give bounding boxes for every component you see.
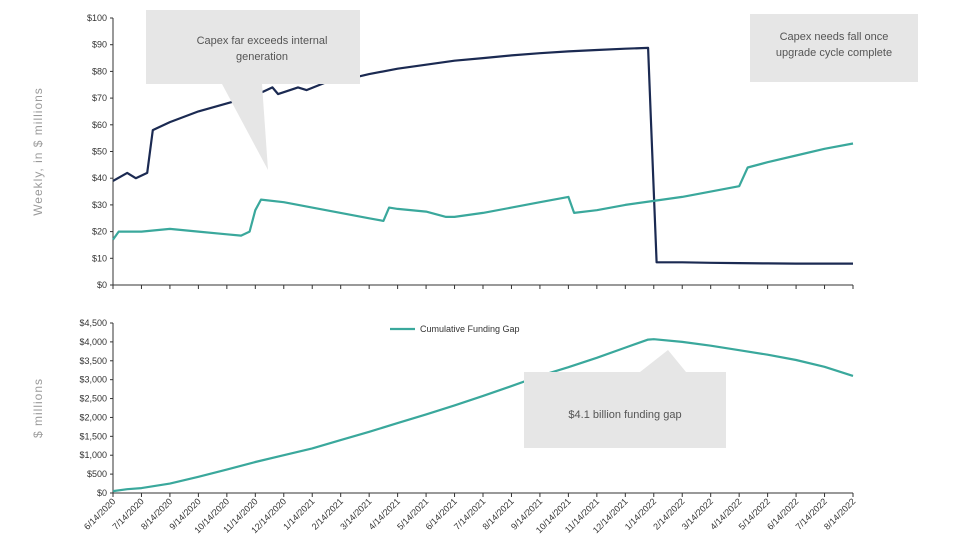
legend-label: Cumulative Funding Gap <box>420 324 520 334</box>
y-tick-label: $80 <box>92 66 107 76</box>
top-panel: $0 $10 $20 $30 $40 $50 $60 $70 $80 $90 $100 Weekly,… <box>31 13 854 290</box>
y-tick-label: $10 <box>92 253 107 263</box>
y-tick-label: $1,000 <box>79 450 107 460</box>
callouts: Capex far exceeds internal generation Cape… <box>146 10 918 448</box>
y-tick-label: $20 <box>92 227 107 237</box>
callout-funding-gap-bubble <box>524 350 726 448</box>
y-tick-label: $100 <box>87 13 107 23</box>
callout-capex-falls: Capex needs fall once upgrade cycle compl… <box>750 14 918 82</box>
callout-funding-gap: $4.1 billion funding gap <box>524 350 726 448</box>
x-tick-label: 8/14/2022 <box>822 496 857 531</box>
y-tick-label: $70 <box>92 93 107 103</box>
series-line-capex <box>112 46 853 265</box>
callout-capex-falls-text: Capex needs fall once upgrade cycle compl… <box>776 31 892 59</box>
y-tick-label: $3,500 <box>79 356 107 366</box>
y-tick-label: $1,500 <box>79 431 107 441</box>
y-tick-label: $30 <box>92 200 107 210</box>
y-axis-title: Weekly, in $ millions <box>31 87 45 216</box>
series-line-gap <box>112 338 854 493</box>
y-tick-label: $50 <box>92 147 107 157</box>
y-tick-label: $500 <box>87 469 107 479</box>
callout-capex-exceeds-text: Capex far exceeds internal generation <box>197 35 328 63</box>
y-tick-label: $60 <box>92 120 107 130</box>
y-tick-label: $3,000 <box>79 375 107 385</box>
y-tick-label: $2,500 <box>79 394 107 404</box>
y-tick-label: $2,000 <box>79 412 107 422</box>
y-tick-label: $4,000 <box>79 337 107 347</box>
y-tick-label: $0 <box>97 488 107 498</box>
y-tick-label: $4,500 <box>79 318 107 328</box>
series-line-internal <box>112 142 854 241</box>
callout-capex-exceeds: Capex far exceeds internal generation <box>146 10 360 170</box>
callout-funding-gap-text: $4.1 billion funding gap <box>568 409 681 421</box>
bottom-panel: $0 $500 $1,000 $1,500 $2,000 $2,500 $3,000 $3,5… <box>31 318 857 535</box>
y-axis-title: $ millions <box>31 378 45 438</box>
legend: Cumulative Funding Gap <box>390 324 520 334</box>
y-tick-label: $0 <box>97 280 107 290</box>
y-tick-label: $40 <box>92 173 107 183</box>
y-tick-label: $90 <box>92 40 107 50</box>
callout-capex-exceeds-bubble <box>146 10 360 170</box>
callout-capex-falls-bubble <box>750 14 918 82</box>
